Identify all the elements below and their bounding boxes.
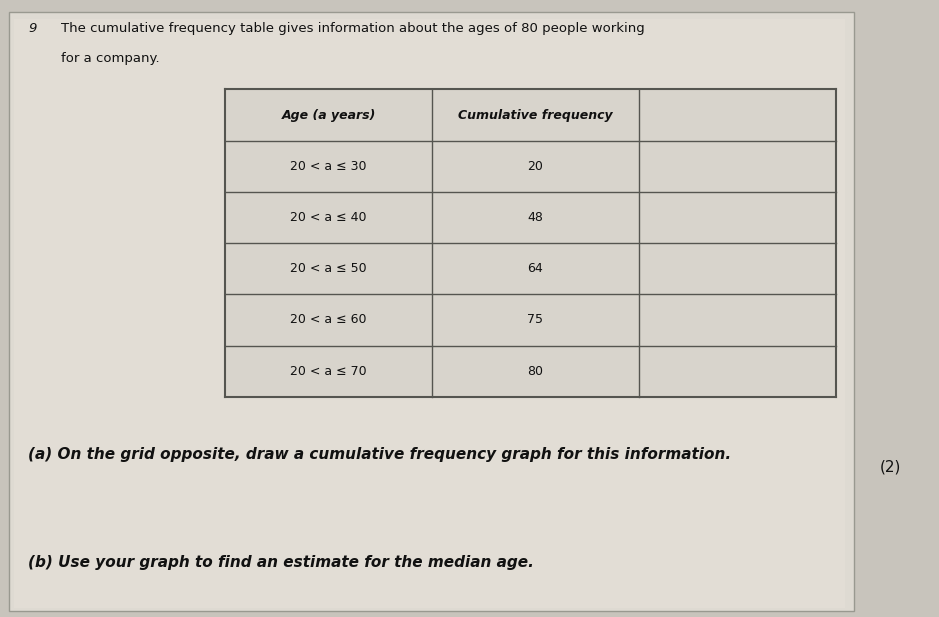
Text: 75: 75 <box>527 313 544 326</box>
Text: 64: 64 <box>528 262 543 275</box>
Text: (a) On the grid opposite, draw a cumulative frequency graph for this information: (a) On the grid opposite, draw a cumulat… <box>28 447 731 462</box>
Text: Cumulative frequency: Cumulative frequency <box>458 109 612 122</box>
Text: (b) Use your graph to find an estimate for the median age.: (b) Use your graph to find an estimate f… <box>28 555 534 570</box>
Text: 20 < a ≤ 30: 20 < a ≤ 30 <box>290 160 367 173</box>
Text: The cumulative frequency table gives information about the ages of 80 people wor: The cumulative frequency table gives inf… <box>61 22 645 35</box>
Text: 20 < a ≤ 70: 20 < a ≤ 70 <box>290 365 367 378</box>
Text: 9: 9 <box>28 22 37 35</box>
Text: 80: 80 <box>527 365 544 378</box>
FancyBboxPatch shape <box>14 19 845 608</box>
Text: 20: 20 <box>528 160 543 173</box>
Text: 20 < a ≤ 60: 20 < a ≤ 60 <box>290 313 367 326</box>
FancyBboxPatch shape <box>9 12 854 611</box>
Text: Age (a years): Age (a years) <box>282 109 376 122</box>
Text: (2): (2) <box>880 460 901 474</box>
Text: for a company.: for a company. <box>61 52 160 65</box>
Text: 20 < a ≤ 40: 20 < a ≤ 40 <box>290 211 367 224</box>
Text: 20 < a ≤ 50: 20 < a ≤ 50 <box>290 262 367 275</box>
Text: 48: 48 <box>528 211 543 224</box>
FancyBboxPatch shape <box>225 89 836 397</box>
